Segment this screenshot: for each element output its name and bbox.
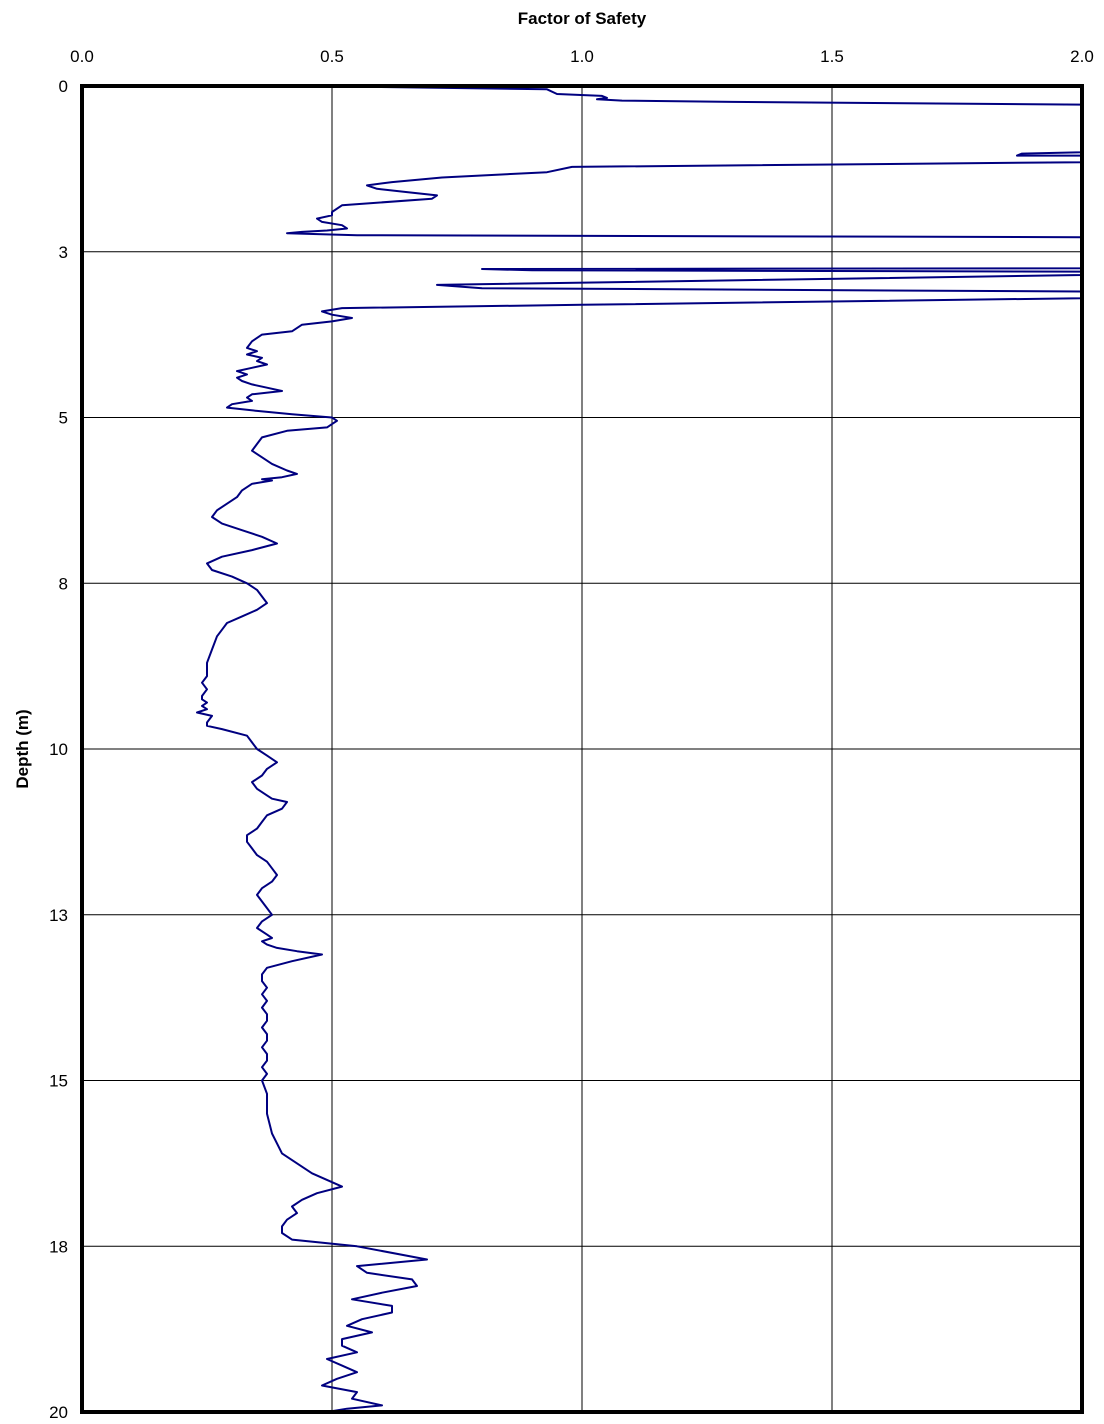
y-tick-label: 5: [59, 409, 68, 428]
series-layer: [196, 85, 1083, 1413]
y-tick-label: 20: [49, 1403, 68, 1422]
grid-lines: [82, 86, 1082, 1412]
x-axis-title: Factor of Safety: [518, 9, 647, 28]
y-axis-title: Depth (m): [13, 709, 32, 788]
x-tick-label: 1.0: [570, 47, 594, 66]
y-tick-label: 8: [59, 574, 68, 593]
y-tick-label: 13: [49, 906, 68, 925]
x-tick-label: 1.5: [820, 47, 844, 66]
y-tick-label: 18: [49, 1237, 68, 1256]
y-tick-label: 0: [59, 77, 68, 96]
tick-labels: 0.0 0.5 1.0 1.5 2.0 0 3 5 8 10 13 15 18 20: [49, 47, 1094, 1422]
series-line-0: [196, 85, 1083, 1413]
y-tick-label: 15: [49, 1072, 68, 1091]
y-tick-label: 10: [49, 740, 68, 759]
x-tick-label: 0.5: [320, 47, 344, 66]
x-tick-label: 2.0: [1070, 47, 1094, 66]
y-tick-label: 3: [59, 243, 68, 262]
x-tick-label: 0.0: [70, 47, 94, 66]
plot-frame: [80, 84, 1084, 1414]
